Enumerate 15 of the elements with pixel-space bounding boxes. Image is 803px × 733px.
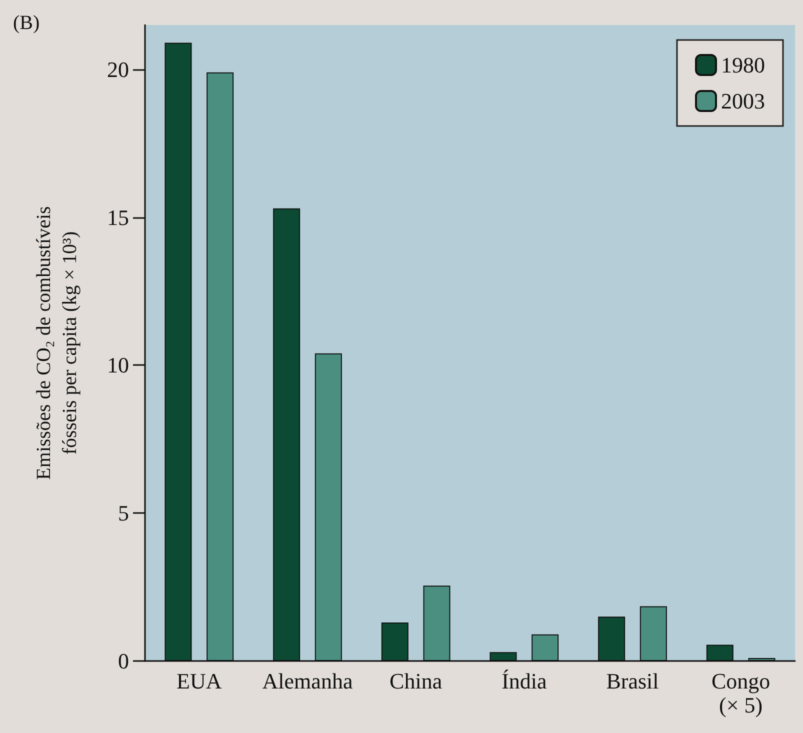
y-axis-title: Emissões de CO₂ de combustíveis fósseis per capita (kg × 10³) bbox=[33, 206, 81, 480]
x-tick-label: China bbox=[390, 668, 442, 694]
y-tick-label: 15 bbox=[107, 204, 129, 230]
x-tick-label: Congo (× 5) bbox=[711, 668, 770, 718]
x-tick-label: Brasil bbox=[606, 668, 659, 694]
x-tick-label: EUA bbox=[176, 668, 222, 694]
x-tick-label: Índia bbox=[502, 668, 548, 694]
y-tick-label: 10 bbox=[107, 352, 129, 378]
y-tick-label: 0 bbox=[118, 648, 129, 674]
y-tick-label: 5 bbox=[118, 500, 129, 526]
legend-label: 1980 bbox=[721, 52, 765, 78]
chart-title: (B) bbox=[13, 12, 40, 34]
x-tick-label: Alemanha bbox=[262, 668, 353, 694]
y-tick-label: 20 bbox=[107, 56, 129, 82]
legend-label: 2003 bbox=[721, 88, 765, 114]
